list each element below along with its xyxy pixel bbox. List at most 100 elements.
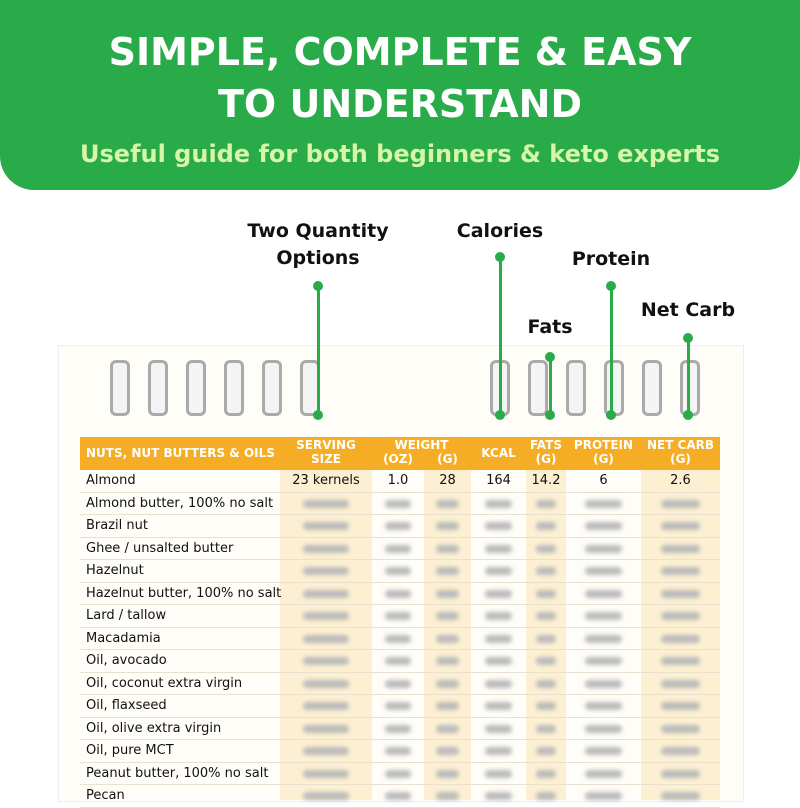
table-header (80, 437, 720, 470)
column-header: FATS (529, 438, 562, 452)
spiral-ring (262, 360, 282, 416)
row-line (80, 716, 720, 718)
blurred-cell (484, 724, 513, 733)
blurred-cell (584, 724, 623, 733)
blurred-cell (660, 522, 701, 530)
blurred-cell (536, 522, 556, 530)
row-line (80, 671, 720, 673)
blurred-cell (660, 724, 701, 733)
blurred-cell (484, 679, 513, 688)
row-name: Hazelnut butter, 100% no salt (86, 585, 282, 601)
spiral-ring (110, 360, 130, 416)
blurred-cell (303, 702, 349, 710)
blurred-cell (303, 612, 349, 620)
column-header: (G) (670, 452, 691, 466)
callout-label: Net Carb (640, 299, 736, 321)
blurred-cell (385, 522, 411, 530)
blurred-cell (435, 657, 460, 665)
row-name: Oil, avocado (86, 653, 167, 668)
blurred-cell (536, 702, 556, 710)
blurred-cell (484, 522, 513, 530)
callout-line (686, 338, 690, 415)
column-header: SERVING (296, 438, 356, 452)
callout-dot (495, 410, 505, 420)
blurred-cell (584, 747, 623, 755)
callout-dot (683, 410, 693, 420)
blurred-cell (660, 792, 701, 800)
blurred-cell (435, 679, 460, 688)
blurred-cell (435, 702, 460, 710)
blurred-cell (435, 544, 460, 553)
blurred-cell (660, 634, 701, 643)
blurred-cell (303, 499, 349, 508)
blurred-cell (536, 724, 556, 733)
blurred-cell (536, 634, 556, 643)
callout-dot (313, 410, 323, 420)
row-name: Brazil nut (86, 518, 148, 533)
blurred-cell (584, 544, 623, 553)
row-line (80, 514, 720, 515)
row-name: Oil, pure MCT (86, 743, 174, 758)
blurred-cell (660, 544, 701, 553)
callout-label: Options (276, 247, 360, 269)
callout-label: Protein (571, 248, 651, 270)
blurred-cell (660, 702, 701, 710)
spiral-ring (604, 360, 624, 416)
row-line (80, 491, 720, 493)
blurred-cell (385, 567, 411, 575)
row-name: Pecan (86, 788, 125, 803)
blurred-cell (435, 769, 460, 778)
blurred-cell (484, 657, 513, 665)
blurred-cell (660, 612, 701, 620)
blurred-cell (660, 499, 701, 508)
row-name: Peanut butter, 100% no salt (86, 765, 269, 781)
row-line (80, 559, 720, 560)
column-header: (G) (535, 452, 557, 466)
blurred-cell (584, 612, 623, 620)
blurred-cell (435, 567, 460, 575)
blurred-cell (435, 522, 460, 530)
blurred-cell (435, 589, 460, 598)
row-name: Oil, olive extra virgin (86, 720, 222, 736)
callout-line (316, 286, 320, 415)
blurred-cell (660, 679, 701, 688)
blurred-cell (484, 634, 513, 643)
blurred-cell (385, 499, 411, 508)
blurred-cell (385, 724, 411, 733)
blurred-cell (536, 679, 556, 688)
blurred-cell (660, 769, 701, 778)
blurred-cell (536, 769, 556, 778)
blurred-cell (303, 567, 349, 575)
blurred-cell (536, 589, 556, 598)
blurred-cell (435, 747, 460, 755)
title-line: TO UNDERSTAND (218, 82, 582, 126)
blurred-cell (303, 544, 349, 553)
blurred-cell (435, 724, 460, 733)
blurred-cell (536, 499, 556, 508)
blurred-cell (484, 792, 513, 800)
row-line (80, 626, 720, 628)
blurred-cell (536, 657, 556, 665)
column-header: NET CARB (646, 438, 715, 452)
blurred-cell (584, 657, 623, 665)
blurred-cell (385, 589, 411, 598)
spiral-ring (642, 360, 662, 416)
row-name: Lard / tallow (86, 608, 167, 623)
callout-label: Calories (456, 220, 544, 242)
spiral-ring (566, 360, 586, 416)
blurred-cell (385, 657, 411, 665)
blurred-cell (584, 634, 623, 643)
blurred-cell (385, 769, 411, 778)
cell: 14.2 (531, 473, 561, 488)
blurred-cell (584, 499, 623, 508)
cell: 6 (599, 473, 608, 488)
blurred-cell (484, 499, 513, 508)
blurred-cell (536, 747, 556, 755)
blurred-cell (536, 567, 556, 575)
blurred-cell (584, 589, 623, 598)
blurred-cell (584, 769, 623, 778)
blurred-cell (584, 792, 623, 800)
row-name: Macadamia (86, 630, 161, 646)
blurred-cell (536, 612, 556, 620)
spiral-ring (224, 360, 244, 416)
